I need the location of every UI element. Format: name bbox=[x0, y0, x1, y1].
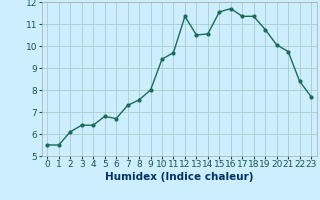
X-axis label: Humidex (Indice chaleur): Humidex (Indice chaleur) bbox=[105, 172, 253, 182]
